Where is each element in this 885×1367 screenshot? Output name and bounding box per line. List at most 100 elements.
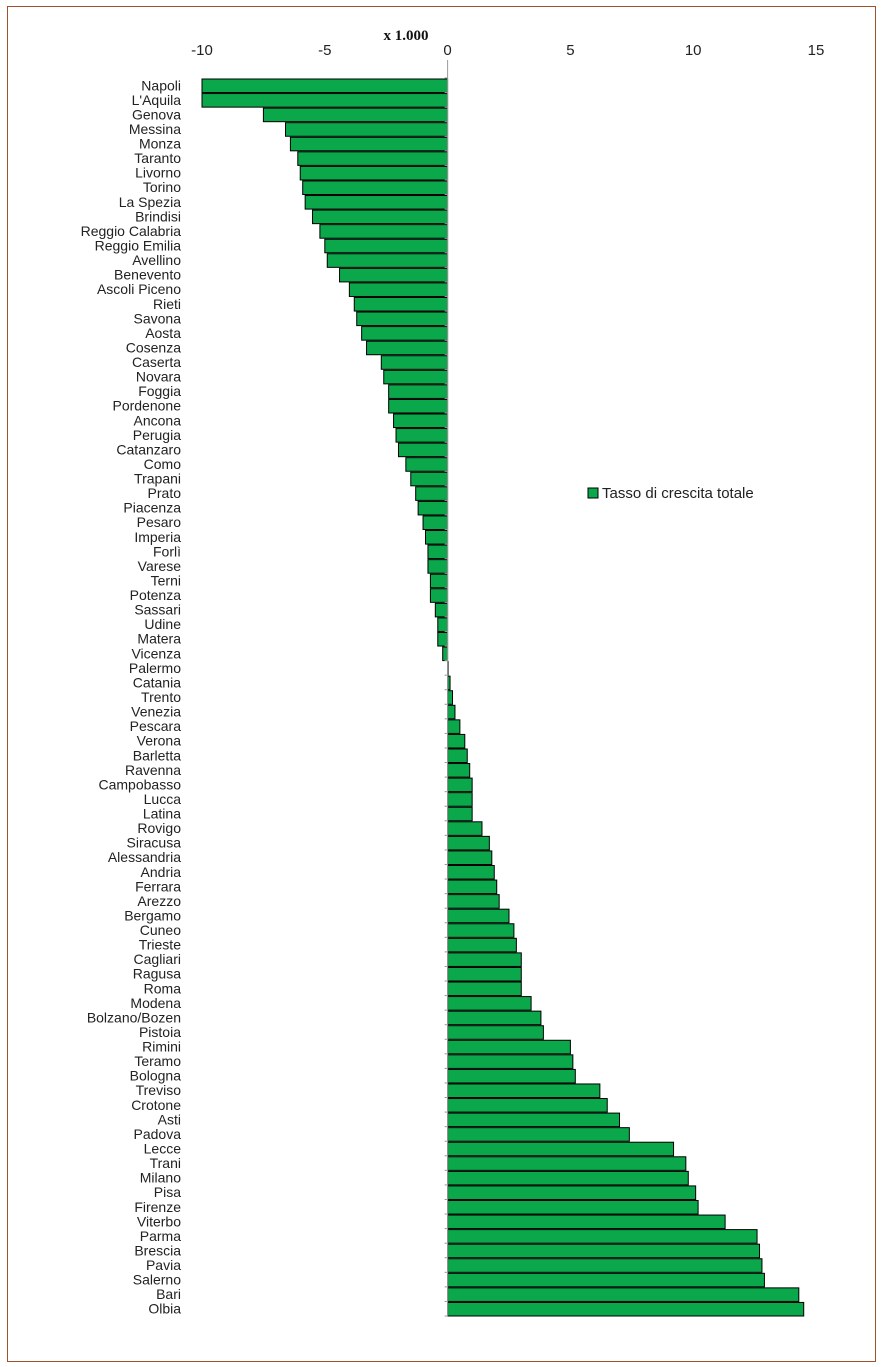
category-label: Milano (140, 1170, 181, 1186)
x-tick-label: 5 (566, 42, 574, 59)
category-label: Monza (139, 136, 181, 152)
bar (395, 428, 449, 443)
category-label: Novara (136, 369, 181, 385)
bar (447, 952, 522, 967)
category-label: Verona (137, 733, 182, 749)
category-label: Teramo (134, 1053, 181, 1069)
category-label: Pistoia (139, 1024, 181, 1040)
bar (447, 894, 500, 909)
legend-label: Tasso di crescita totale (602, 485, 754, 502)
bar (447, 864, 495, 880)
category-label: Rieti (153, 296, 181, 312)
bar (447, 1127, 630, 1142)
bar (447, 1287, 800, 1302)
bar (348, 282, 449, 297)
bar (447, 1112, 621, 1128)
category-label: Salerno (133, 1272, 181, 1288)
category-label: Caserta (132, 354, 181, 370)
bar (201, 78, 449, 94)
bar (388, 384, 449, 399)
category-label: Venezia (131, 704, 181, 720)
bar (353, 296, 449, 312)
category-label: Rovigo (137, 820, 181, 836)
category-label: Andria (141, 864, 182, 880)
bar (410, 471, 449, 487)
category-label: Avellino (132, 252, 181, 268)
axis-group: -10 -5 0 5 10 15 (191, 42, 824, 1317)
scale-label: x 1.000 (384, 28, 429, 44)
x-tick-label: -5 (318, 42, 331, 59)
category-label: Bari (156, 1286, 181, 1302)
bar (289, 136, 449, 152)
bar (447, 1010, 542, 1026)
bar (415, 486, 449, 501)
category-label: Piacenza (123, 500, 181, 516)
bar (447, 1258, 763, 1273)
category-label: Genova (132, 106, 181, 122)
bar (447, 733, 466, 749)
bar (366, 340, 449, 356)
category-label: Catania (133, 674, 181, 690)
bar (299, 165, 449, 181)
category-label: Catanzaro (116, 441, 181, 457)
bar (393, 413, 449, 429)
category-label: Savona (134, 310, 182, 326)
category-label: Treviso (136, 1082, 182, 1098)
category-label: Pisa (154, 1184, 181, 1200)
category-label: Benevento (114, 267, 181, 283)
category-label: Bologna (130, 1068, 182, 1084)
bar (262, 107, 449, 123)
x-tick-label: 0 (443, 42, 451, 59)
category-label: Firenze (134, 1199, 181, 1215)
bar (312, 209, 449, 225)
bar (447, 1170, 689, 1186)
category-label: Cosenza (126, 339, 181, 355)
bar (447, 1039, 571, 1055)
bar (339, 267, 449, 283)
category-label: Viterbo (137, 1213, 181, 1229)
category-label: Sassari (134, 602, 181, 618)
bar (405, 457, 449, 472)
category-label: Lucca (144, 791, 182, 807)
bar (429, 588, 449, 603)
category-labels-group: NapoliL'AquilaGenovaMessinaMonzaTarantoL… (81, 77, 182, 1316)
legend: Tasso di crescita totale (587, 485, 754, 502)
category-label: Rimini (142, 1039, 181, 1055)
bar (326, 253, 449, 268)
bar (304, 195, 449, 210)
bar (447, 908, 510, 924)
category-label: Trieste (139, 937, 181, 953)
bar (383, 369, 449, 385)
bar (447, 806, 473, 822)
category-label: Arezzo (137, 893, 181, 909)
category-label: Lecce (144, 1141, 182, 1157)
category-label: Vicenza (131, 645, 181, 661)
category-label: Ferrara (135, 878, 181, 894)
bar (427, 559, 449, 574)
category-label: Forlì (153, 543, 181, 559)
top-caption-strip (0, 0, 885, 6)
category-label: Brescia (134, 1242, 181, 1258)
bar (324, 238, 449, 254)
bar (447, 777, 473, 793)
bar (447, 1243, 761, 1259)
bar (447, 981, 522, 997)
category-label: Brindisi (135, 208, 181, 224)
category-label: Campobasso (99, 776, 182, 792)
bar (447, 996, 532, 1011)
bar (302, 180, 449, 196)
bar (437, 631, 449, 647)
bar (447, 1214, 726, 1230)
x-tick-label: -10 (191, 42, 213, 59)
category-label: Messina (129, 121, 181, 137)
bar (361, 326, 449, 341)
bar (447, 1098, 608, 1113)
bar (427, 544, 449, 560)
bar (447, 1068, 576, 1084)
bar (201, 93, 449, 108)
bar (434, 602, 449, 618)
category-label: Potenza (130, 587, 182, 603)
category-label: La Spezia (119, 194, 181, 210)
bars-group (201, 78, 805, 1317)
